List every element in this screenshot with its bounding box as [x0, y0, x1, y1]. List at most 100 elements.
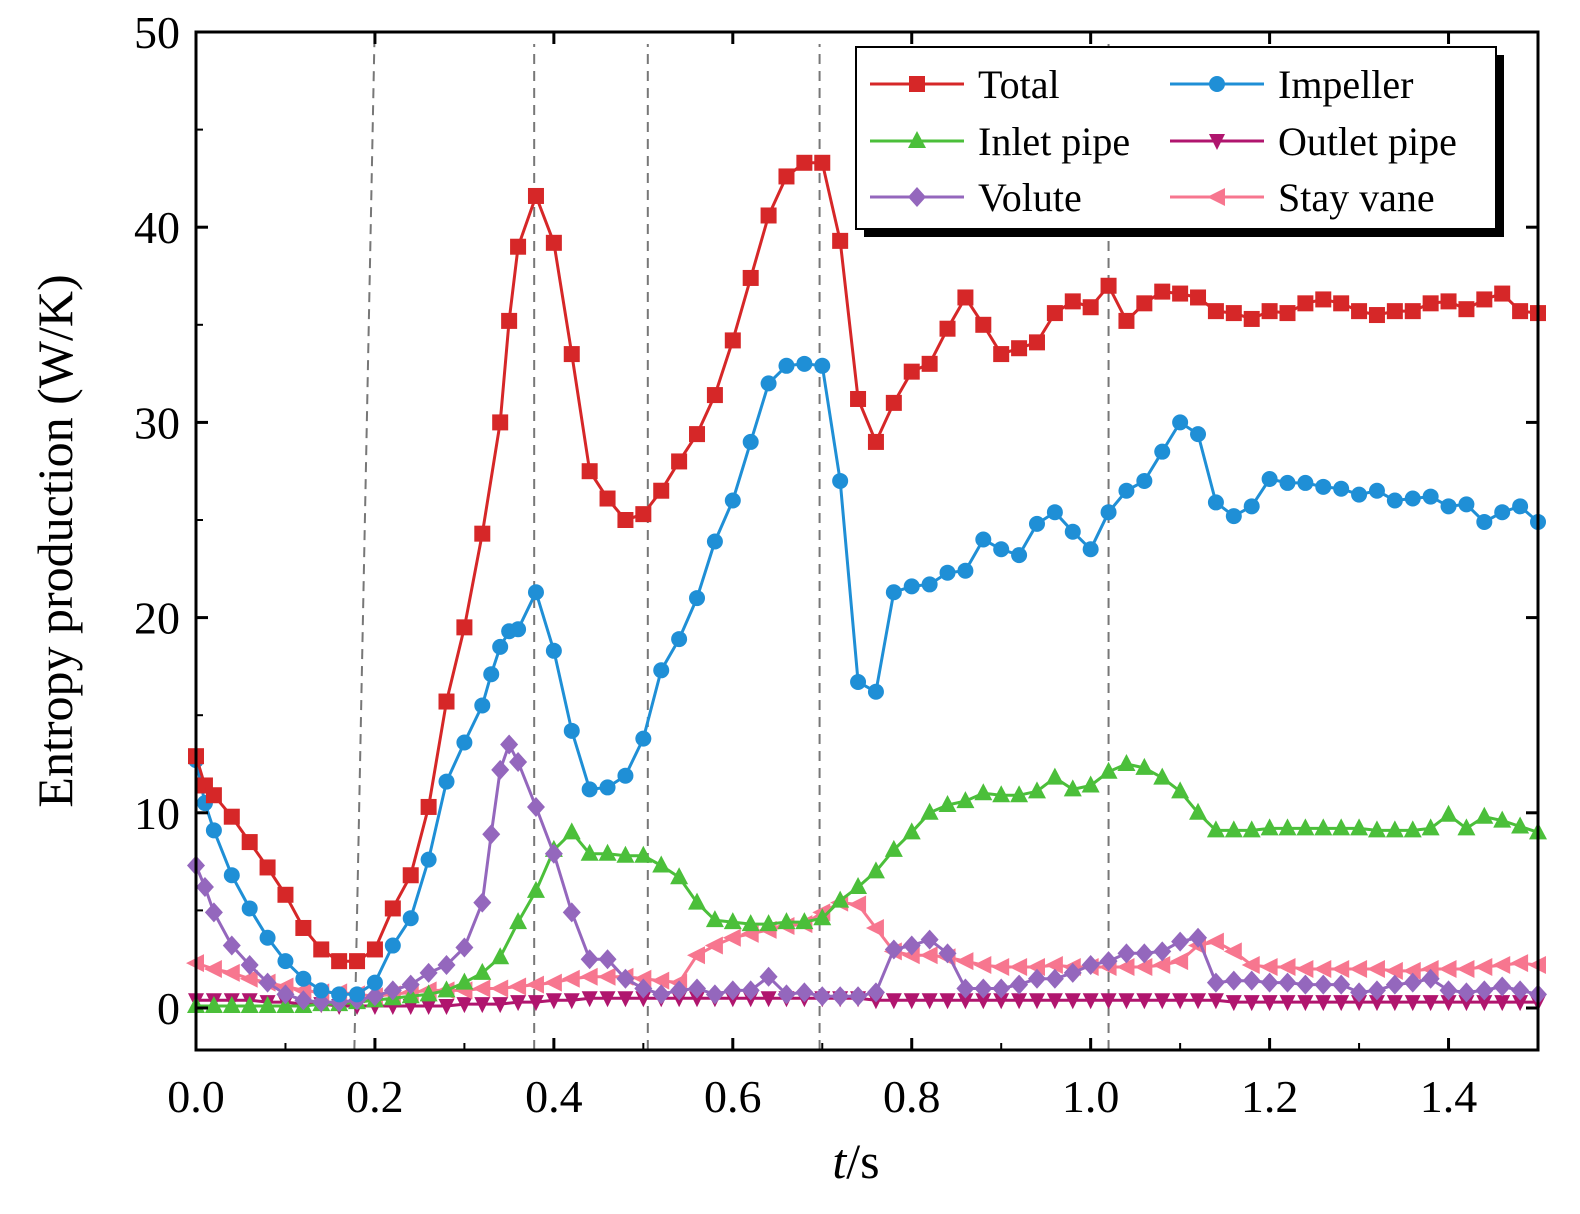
data-point-inlet-pipe	[1385, 820, 1404, 838]
data-point-inlet-pipe	[1099, 761, 1118, 779]
data-point-stay-vane	[848, 895, 867, 914]
data-point-total	[510, 238, 527, 255]
data-point-inlet-pipe	[1511, 816, 1530, 834]
data-point-impeller	[1351, 486, 1368, 503]
data-point-total	[867, 433, 884, 450]
data-point-outlet-pipe	[438, 999, 455, 1016]
data-point-outlet-pipe	[456, 997, 473, 1014]
data-point-impeller	[1494, 504, 1511, 521]
data-point-volute	[705, 984, 724, 1005]
data-point-total	[474, 525, 491, 542]
data-point-inlet-pipe	[1278, 818, 1297, 836]
data-point-inlet-pipe	[1260, 818, 1279, 836]
data-point-stay-vane	[1331, 959, 1350, 978]
data-point-stay-vane	[991, 958, 1010, 977]
data-point-outlet-pipe	[563, 993, 580, 1010]
data-point-total	[1512, 303, 1529, 320]
data-point-total	[1494, 285, 1511, 302]
data-point-volute	[813, 986, 832, 1007]
data-point-outlet-pipe	[420, 999, 437, 1016]
data-point-outlet-pipe	[1118, 993, 1135, 1010]
data-point-total	[850, 390, 867, 407]
data-point-inlet-pipe	[598, 843, 617, 861]
data-point-impeller	[796, 355, 813, 372]
data-point-impeller	[527, 584, 544, 601]
legend-box	[855, 46, 1497, 230]
data-point-inlet-pipe	[831, 890, 850, 908]
data-point-impeller	[1082, 541, 1099, 558]
data-point-inlet-pipe	[401, 986, 420, 1004]
data-point-stay-vane	[1009, 958, 1028, 977]
data-point-inlet-pipe	[1206, 820, 1225, 838]
data-point-total	[724, 332, 741, 349]
data-point-total	[939, 320, 956, 337]
data-point-inlet-pipe	[1117, 754, 1136, 771]
data-point-stay-vane	[579, 967, 598, 986]
data-point-impeller	[241, 900, 258, 917]
data-point-total	[349, 953, 366, 970]
data-point-stay-vane	[973, 956, 992, 975]
data-point-volute	[258, 972, 277, 993]
data-point-impeller	[850, 674, 867, 691]
data-point-outlet-pipe	[1011, 993, 1028, 1010]
data-point-volute	[634, 978, 653, 999]
data-point-stay-vane	[1349, 959, 1368, 978]
data-point-impeller	[599, 779, 616, 796]
data-point-outlet-pipe	[1440, 995, 1457, 1012]
data-point-volute	[500, 734, 519, 755]
data-point-total	[993, 346, 1010, 363]
data-point-volute	[670, 980, 689, 1001]
data-point-outlet-pipe	[474, 997, 491, 1014]
data-point-stay-vane	[472, 979, 491, 998]
data-point-impeller	[617, 767, 634, 784]
data-point-outlet-pipe	[1207, 993, 1224, 1010]
data-point-impeller	[1476, 513, 1493, 530]
data-point-stay-vane	[1205, 932, 1224, 951]
data-point-volute	[598, 949, 617, 970]
data-point-impeller	[903, 578, 920, 595]
data-point-volute	[1206, 972, 1225, 993]
data-point-total	[563, 346, 580, 363]
data-point-impeller	[1172, 414, 1189, 431]
data-point-total	[975, 316, 992, 333]
data-point-stay-vane	[239, 969, 258, 988]
data-point-total	[1243, 310, 1260, 327]
data-point-volute	[1045, 968, 1064, 989]
data-point-outlet-pipe	[1082, 993, 1099, 1010]
data-point-total	[814, 154, 831, 171]
data-point-inlet-pipe	[974, 783, 993, 801]
data-point-volute	[419, 962, 438, 983]
series-inlet-pipe	[187, 754, 1547, 1014]
data-point-impeller	[706, 533, 723, 550]
data-point-outlet-pipe	[1333, 995, 1350, 1012]
data-point-outlet-pipe	[975, 993, 992, 1010]
data-point-total	[921, 355, 938, 372]
data-point-impeller	[295, 970, 312, 987]
x-tick-label: 1.4	[1420, 1071, 1478, 1122]
data-point-impeller	[1243, 498, 1260, 515]
data-point-inlet-pipe	[920, 802, 939, 820]
data-point-volute	[723, 980, 742, 1001]
data-point-stay-vane	[1170, 952, 1189, 971]
data-point-volute	[1171, 931, 1190, 952]
x-axis-title-unit: /s	[846, 1133, 879, 1189]
data-point-stay-vane	[722, 928, 741, 947]
series-line-outlet-pipe	[196, 996, 1538, 1008]
data-point-inlet-pipe	[419, 984, 438, 1002]
data-point-impeller	[313, 982, 330, 999]
data-point-impeller	[1440, 498, 1457, 515]
data-point-impeller	[545, 642, 562, 659]
data-point-volute	[222, 935, 241, 956]
legend-item-total: Total	[870, 62, 1060, 107]
data-point-volute	[938, 943, 957, 964]
data-point-volute	[902, 935, 921, 956]
data-point-outlet-pipe	[1154, 993, 1171, 1010]
data-point-volute	[491, 759, 510, 780]
legend-label-volute: Volute	[978, 175, 1082, 220]
data-point-inlet-pipe	[1242, 820, 1261, 838]
legend: Total Impeller Inlet pipe Outlet pipe Volute…	[855, 46, 1504, 237]
series-line-inlet-pipe	[196, 762, 1539, 1008]
data-point-stay-vane	[1116, 958, 1135, 977]
data-point-total	[384, 900, 401, 917]
data-point-impeller	[438, 773, 455, 790]
